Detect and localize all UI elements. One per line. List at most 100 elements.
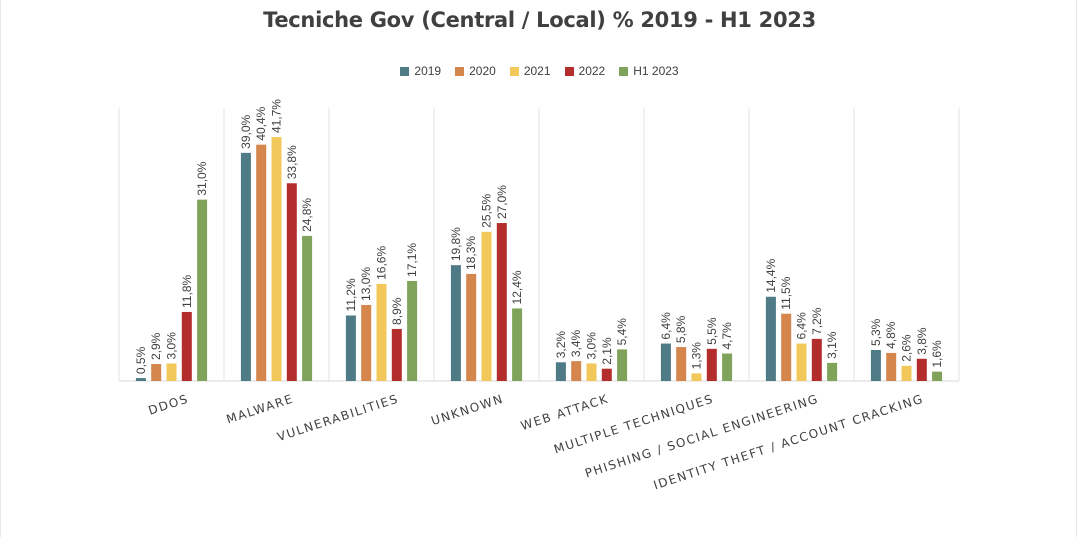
data-label: 2,6%	[900, 334, 914, 362]
data-label: 14,4%	[764, 258, 778, 292]
data-label: 8,9%	[390, 297, 404, 325]
data-label: 18,3%	[464, 236, 478, 270]
data-label: 11,2%	[344, 278, 358, 311]
legend-item: 2020	[455, 64, 496, 78]
data-label: 39,0%	[239, 114, 253, 148]
data-label: 16,6%	[375, 246, 389, 280]
data-label: 3,8%	[915, 327, 929, 355]
data-label: 33,8%	[285, 145, 299, 179]
bar	[722, 353, 733, 381]
bar	[361, 304, 372, 381]
data-label: 24,8%	[300, 198, 314, 232]
category-label: WEB ATTACK	[519, 392, 610, 434]
data-label: 4,7%	[720, 322, 734, 350]
data-label: 31,0%	[195, 161, 209, 195]
bar	[586, 363, 597, 381]
bar	[691, 373, 702, 381]
data-label: 4,8%	[884, 321, 898, 349]
bar	[481, 231, 492, 381]
bar	[932, 371, 943, 381]
legend-item: 2019	[400, 64, 441, 78]
bar	[512, 308, 523, 381]
data-label: 17,1%	[405, 243, 419, 277]
bar	[765, 296, 776, 381]
data-label: 5,5%	[705, 317, 719, 345]
bar	[811, 338, 822, 381]
data-label: 3,1%	[825, 331, 839, 359]
bar	[345, 315, 356, 381]
data-label: 6,4%	[659, 312, 673, 340]
chart-title: Tecniche Gov (Central / Local) % 2019 - …	[263, 8, 816, 32]
data-label: 3,0%	[585, 332, 599, 360]
legend-label: 2022	[578, 64, 606, 78]
data-label: 6,4%	[795, 312, 809, 340]
data-label: 1,3%	[690, 342, 704, 370]
legend-item: 2022	[564, 64, 606, 78]
bar	[571, 361, 582, 381]
data-label: 11,8%	[180, 275, 194, 308]
data-label: 5,4%	[615, 318, 629, 346]
data-label: 3,2%	[554, 331, 568, 359]
bar	[407, 280, 418, 381]
data-label: 25,5%	[480, 193, 494, 227]
bar	[181, 311, 192, 381]
data-label: 19,8%	[449, 227, 463, 261]
data-label: 0,5%	[134, 346, 148, 374]
bar	[496, 223, 507, 381]
bar	[240, 152, 251, 381]
legend-swatch	[455, 66, 465, 76]
bar	[166, 363, 177, 381]
legend-label: 2021	[523, 64, 551, 78]
data-label: 5,8%	[674, 315, 688, 343]
bar	[376, 283, 387, 381]
bar	[555, 362, 566, 381]
bar	[660, 343, 671, 381]
data-label: 7,2%	[810, 307, 824, 335]
data-label: 1,6%	[930, 340, 944, 368]
bar	[676, 347, 687, 381]
category-label: DDOS	[147, 392, 191, 418]
data-label: 2,9%	[149, 332, 163, 360]
data-label: 40,4%	[254, 106, 268, 140]
category-label: MALWARE	[225, 392, 296, 427]
bar	[916, 358, 927, 381]
chart-legend: 2019 2020 2021 2022 H1 2023	[1, 64, 1077, 78]
legend-label: H1 2023	[633, 64, 679, 78]
bar	[617, 349, 628, 381]
bar	[450, 265, 461, 381]
bar	[302, 235, 313, 381]
data-label: 27,0%	[495, 185, 509, 219]
legend-swatch	[509, 66, 519, 76]
bar	[706, 348, 717, 381]
data-label: 12,4%	[510, 270, 524, 304]
bar	[256, 144, 267, 381]
bar	[781, 313, 792, 381]
bar	[796, 343, 807, 381]
bar	[271, 137, 282, 381]
bar	[827, 362, 838, 381]
legend-swatch	[400, 66, 410, 76]
bar	[601, 368, 612, 381]
legend-label: 2020	[469, 64, 496, 78]
bar	[135, 378, 146, 381]
data-label: 13,0%	[359, 267, 373, 301]
bar	[151, 364, 162, 381]
legend-swatch	[619, 66, 629, 76]
data-label: 2,1%	[600, 337, 614, 365]
data-label: 5,3%	[869, 318, 883, 346]
data-label: 41,7%	[270, 99, 284, 133]
category-label: VULNERABILITIES	[275, 392, 400, 445]
data-label: 3,0%	[165, 332, 179, 360]
bar	[391, 328, 402, 381]
legend-item: H1 2023	[619, 64, 679, 78]
bar	[901, 365, 912, 381]
bar	[197, 199, 208, 381]
data-label: 11,5%	[779, 276, 793, 309]
legend-swatch	[564, 66, 574, 76]
bar	[886, 352, 897, 381]
category-label: UNKNOWN	[429, 392, 505, 429]
legend-label: 2019	[414, 64, 442, 78]
bar	[870, 349, 881, 381]
